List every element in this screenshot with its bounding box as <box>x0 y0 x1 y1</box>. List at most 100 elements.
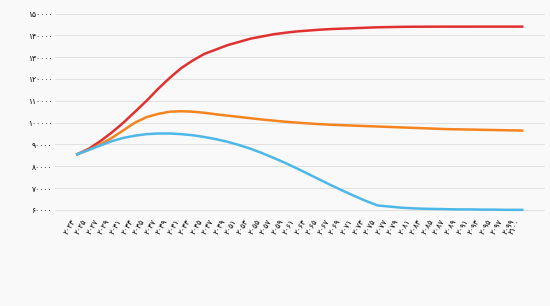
سناریوی کاهش جمعیت <box>490 208 497 211</box>
سناریوی متوسط <box>432 127 439 131</box>
سناریوی متوسط <box>294 121 300 125</box>
سناریوی کاهش جمعیت <box>375 203 381 207</box>
سناریوی افزایش جمعیت <box>294 30 300 33</box>
سناریوی کاهش جمعیت <box>340 189 346 193</box>
سناریوی کاهش جمعیت <box>178 132 185 136</box>
سناریوی کاهش جمعیت <box>519 208 526 212</box>
سناریوی افزایش جمعیت <box>305 29 312 32</box>
سناریوی کاهش جمعیت <box>513 208 520 212</box>
سناریوی کاهش جمعیت <box>155 132 162 135</box>
سناریوی کاهش جمعیت <box>259 151 266 155</box>
سناریوی متوسط <box>236 115 243 119</box>
Legend: سناریوی کاهش جمعیت, سناریوی متوسط, سناریوی افزایش جمعیت: سناریوی کاهش جمعیت, سناریوی متوسط, سناری… <box>106 305 493 306</box>
سناریوی متوسط <box>409 126 416 130</box>
سناریوی متوسط <box>213 113 219 116</box>
سناریوی افزایش جمعیت <box>248 37 254 40</box>
سناریوی کاهش جمعیت <box>201 135 208 139</box>
سناریوی متوسط <box>85 148 92 152</box>
سناریوی متوسط <box>178 110 185 113</box>
سناریوی افزایش جمعیت <box>502 25 508 28</box>
سناریوی کاهش جمعیت <box>85 148 92 152</box>
سناریوی کاهش جمعیت <box>224 140 231 144</box>
سناریوی متوسط <box>467 128 474 131</box>
سناریوی متوسط <box>97 143 103 146</box>
سناریوی کاهش جمعیت <box>432 207 439 211</box>
سناریوی متوسط <box>201 111 208 115</box>
سناریوی افزایش جمعیت <box>213 48 219 51</box>
سناریوی متوسط <box>519 129 526 132</box>
سناریوی افزایش جمعیت <box>259 35 266 38</box>
سناریوی کاهش جمعیت <box>190 133 196 137</box>
سناریوی متوسط <box>328 123 335 127</box>
سناریوی افزایش جمعیت <box>236 40 243 44</box>
سناریوی افزایش جمعیت <box>444 25 450 28</box>
سناریوی کاهش جمعیت <box>167 132 173 135</box>
سناریوی متوسط <box>513 129 520 132</box>
سناریوی کاهش جمعیت <box>467 207 474 211</box>
سناریوی کاهش جمعیت <box>386 205 393 208</box>
سناریوی کاهش جمعیت <box>236 143 243 147</box>
سناریوی افزایش جمعیت <box>363 26 370 30</box>
سناریوی افزایش جمعیت <box>490 25 497 28</box>
سناریوی متوسط <box>282 120 289 124</box>
سناریوی افزایش جمعیت <box>328 27 335 31</box>
سناریوی کاهش جمعیت <box>398 206 404 210</box>
سناریوی کاهش جمعیت <box>132 134 139 137</box>
سناریوی افزایش جمعیت <box>155 87 162 91</box>
سناریوی کاهش جمعیت <box>144 132 150 136</box>
سناریوی افزایش جمعیت <box>317 28 323 32</box>
سناریوی افزایش جمعیت <box>201 52 208 56</box>
سناریوی افزایش جمعیت <box>120 121 127 125</box>
سناریوی کاهش جمعیت <box>213 137 219 141</box>
Line: سناریوی افزایش جمعیت: سناریوی افزایش جمعیت <box>77 27 522 154</box>
سناریوی متوسط <box>190 110 196 114</box>
سناریوی کاهش جمعیت <box>502 208 508 212</box>
سناریوی افزایش جمعیت <box>144 99 150 103</box>
سناریوی متوسط <box>120 129 127 132</box>
سناریوی متوسط <box>144 115 150 119</box>
سناریوی متوسط <box>167 110 173 114</box>
سناریوی افزایش جمعیت <box>409 25 416 28</box>
سناریوی متوسط <box>317 122 323 126</box>
سناریوی متوسط <box>132 121 139 125</box>
سناریوی افزایش جمعیت <box>432 25 439 28</box>
سناریوی افزایش جمعیت <box>467 25 474 28</box>
سناریوی افزایش جمعیت <box>421 25 427 28</box>
سناریوی افزایش جمعیت <box>190 58 196 62</box>
سناریوی کاهش جمعیت <box>455 207 462 211</box>
سناریوی افزایش جمعیت <box>455 25 462 28</box>
سناریوی افزایش جمعیت <box>340 27 346 30</box>
سناریوی کاهش جمعیت <box>328 184 335 187</box>
سناریوی کاهش جمعیت <box>351 194 358 198</box>
سناریوی کاهش جمعیت <box>74 152 80 156</box>
سناریوی افزایش جمعیت <box>224 43 231 47</box>
سناریوی متوسط <box>444 127 450 131</box>
سناریوی متوسط <box>305 121 312 125</box>
سناریوی افزایش جمعیت <box>167 76 173 80</box>
سناریوی متوسط <box>490 128 497 132</box>
Line: سناریوی متوسط: سناریوی متوسط <box>77 111 522 154</box>
سناریوی افزایش جمعیت <box>109 131 116 134</box>
سناریوی افزایش جمعیت <box>398 25 404 29</box>
سناریوی کاهش جمعیت <box>97 144 103 147</box>
سناریوی کاهش جمعیت <box>271 156 277 160</box>
سناریوی افزایش جمعیت <box>375 25 381 29</box>
سناریوی کاهش جمعیت <box>444 207 450 211</box>
سناریوی افزایش جمعیت <box>178 66 185 70</box>
سناریوی افزایش جمعیت <box>519 25 526 28</box>
سناریوی متوسط <box>386 125 393 129</box>
سناریوی افزایش جمعیت <box>478 25 485 28</box>
سناریوی متوسط <box>398 125 404 129</box>
سناریوی متوسط <box>259 118 266 121</box>
سناریوی افزایش جمعیت <box>282 31 289 35</box>
سناریوی کاهش جمعیت <box>317 178 323 181</box>
سناریوی کاهش جمعیت <box>248 147 254 151</box>
سناریوی متوسط <box>502 129 508 132</box>
Line: سناریوی کاهش جمعیت: سناریوی کاهش جمعیت <box>77 133 522 210</box>
سناریوی افزایش جمعیت <box>271 32 277 36</box>
سناریوی کاهش جمعیت <box>109 139 116 143</box>
سناریوی متوسط <box>224 114 231 118</box>
سناریوی متوسط <box>109 136 116 140</box>
سناریوی متوسط <box>421 126 427 130</box>
سناریوی افزایش جمعیت <box>97 139 103 143</box>
